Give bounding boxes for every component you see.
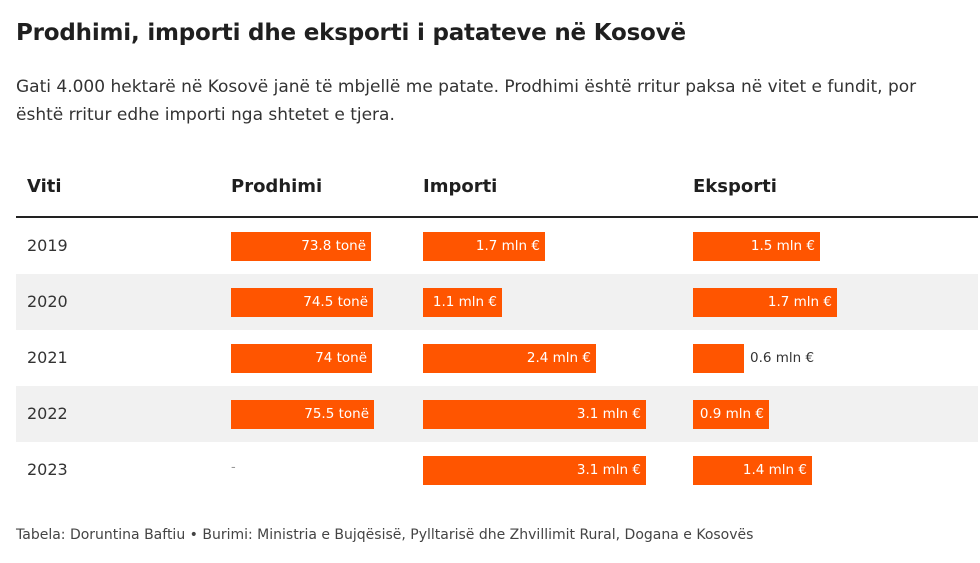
column-header-prodhimi: Prodhimi [231,176,323,197]
table-row: 2020 74.5 tonë 1.1 mln € 1.7 mln € [16,274,978,330]
prodhimi-bar [231,232,371,261]
eksporti-value-label: 1.4 mln € [742,462,807,478]
prodhimi-value-label: 74.5 tonë [303,294,368,310]
prodhimi-value-label: 75.5 tonë [304,406,369,422]
table-body: 2019 73.8 tonë 1.7 mln € 1.5 mln € 2020 74.5 … [16,218,978,498]
year-cell: 2019 [27,236,68,255]
eksporti-value-label: 0.6 mln € [750,350,815,366]
importi-bar [423,344,596,373]
importi-bar [423,400,646,429]
prodhimi-value-label: 73.8 tonë [301,238,366,254]
column-header-eksporti: Eksporti [693,176,777,197]
importi-value-label: 2.4 mln € [526,350,591,366]
importi-value-label: 1.1 mln € [432,294,497,310]
eksporti-bar [693,400,769,429]
prodhimi-bar [231,344,372,373]
year-cell: 2023 [27,460,68,479]
year-cell: 2020 [27,292,68,311]
eksporti-bar [693,288,837,317]
year-cell: 2022 [27,404,68,423]
importi-bar [423,456,646,485]
prodhimi-bar [231,288,373,317]
source-footer: Tabela: Doruntina Baftiu • Burimi: Minis… [16,527,754,543]
column-header-viti: Viti [27,176,62,197]
importi-value-label: 1.7 mln € [475,238,540,254]
column-header-importi: Importi [423,176,498,197]
table-row: 2022 75.5 tonë 3.1 mln € 0.9 mln € [16,386,978,442]
importi-bar [423,232,545,261]
chart-title: Prodhimi, importi dhe eksporti i patatev… [16,20,686,46]
eksporti-value-label: 1.5 mln € [750,238,815,254]
eksporti-bar [693,232,820,261]
table-header: Viti Prodhimi Importi Eksporti [16,162,978,218]
importi-value-label: 3.1 mln € [576,406,641,422]
eksporti-value-label: 0.9 mln € [699,406,764,422]
eksporti-value-label: 1.7 mln € [767,294,832,310]
table-row: 2023 - 3.1 mln € 1.4 mln € [16,442,978,498]
table-row: 2019 73.8 tonë 1.7 mln € 1.5 mln € [16,218,978,274]
year-cell: 2021 [27,348,68,367]
eksporti-bar [693,456,812,485]
importi-value-label: 3.1 mln € [576,462,641,478]
data-table: Viti Prodhimi Importi Eksporti 2019 73.8 … [16,162,978,498]
chart-subtitle: Gati 4.000 hektarë në Kosovë janë të mbj… [16,77,917,125]
prodhimi-bar [231,400,374,429]
importi-bar [423,288,502,317]
prodhimi-empty-cell: - [231,460,236,475]
prodhimi-value-label: 74 tonë [315,350,367,366]
table-row: 2021 74 tonë 2.4 mln € 0.6 mln € [16,330,978,386]
eksporti-bar [693,344,744,373]
